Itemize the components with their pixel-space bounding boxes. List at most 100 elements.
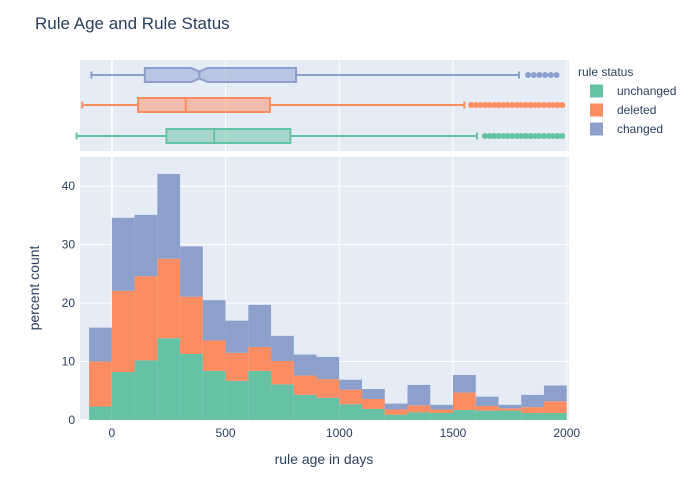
outlier-point [486,102,493,108]
outlier-point [527,133,534,139]
legend: rule status unchanged deleted changed [578,65,676,136]
outlier-point [500,133,507,139]
histogram-bar-deleted [180,296,203,354]
outlier-point [500,102,507,108]
x-axis-ticks: 0 500 1000 1500 2000 [108,426,580,440]
outlier-point [486,133,493,139]
outlier-point [531,102,538,108]
histogram-bar-changed [157,173,181,259]
x-tick-label: 0 [108,426,115,440]
outlier-point [513,133,520,139]
chart-title: Rule Age and Rule Status [35,14,230,33]
histogram-bar-deleted [475,405,499,411]
outlier-point [545,102,552,108]
histogram-bar-unchanged [453,410,476,420]
outlier-point [477,102,484,108]
histogram-bar-deleted [430,409,454,413]
outlier-point [531,133,538,139]
histogram-bar-changed [225,320,249,353]
histogram-bar-unchanged [157,338,181,420]
x-tick-label: 500 [216,426,236,440]
histogram-bar-unchanged [293,394,317,420]
legend-swatch-changed [590,122,603,136]
x-tick-label: 1000 [326,426,353,440]
outlier-point [490,102,497,108]
histogram-bar-deleted [225,352,249,381]
histogram-bar-unchanged [475,410,499,420]
histogram-bar-unchanged [362,408,385,420]
histogram-bar-changed [384,403,408,410]
legend-label-changed: changed [617,122,663,136]
box-body [136,97,271,113]
histogram-bar-deleted [453,392,476,411]
histogram-bar-changed [134,214,158,277]
histogram-bar-unchanged [202,370,226,420]
histogram-bar-changed [111,217,135,291]
histogram-bar-deleted [543,401,567,413]
y-tick-label: 30 [62,238,76,252]
outlier-point [504,133,511,139]
histogram-bar-deleted [89,361,112,407]
histogram-bar-unchanged [134,360,158,420]
y-tick-label: 0 [68,413,75,427]
legend-label-deleted: deleted [617,103,656,117]
outlier-point [504,102,511,108]
outlier-point [481,133,488,139]
histogram-bar-deleted [362,398,385,409]
outlier-point [545,133,552,139]
outlier-point [540,102,547,108]
boxplots [75,67,566,144]
histogram-bar-changed [316,356,340,380]
outlier-point [536,133,543,139]
histogram-bar-unchanged [225,380,249,420]
outlier-point [522,102,529,108]
legend-swatch-unchanged [590,84,603,98]
histogram-bar-unchanged [89,406,112,420]
boxplot-unchanged [75,128,566,144]
histogram-bar-deleted [498,408,522,411]
outlier-point [513,102,520,108]
outlier-point [554,133,561,139]
outlier-point [550,102,557,108]
histogram-bar-unchanged [430,412,454,420]
histogram-bar-changed [248,304,272,347]
outlier-point [536,102,543,108]
histogram-bar-deleted [202,340,226,371]
outlier-point [509,133,516,139]
histogram-bar-deleted [271,360,294,385]
histogram-bar-unchanged [111,372,135,420]
histogram-bar-changed [543,385,567,402]
box-body [165,128,292,144]
histogram-bar-unchanged [543,412,567,420]
boxplot-changed [90,67,560,83]
box-body [143,67,298,83]
histogram-bars [89,173,567,420]
histogram-bar-unchanged [498,410,522,420]
histogram-bar-deleted [384,409,408,415]
histogram-bar-deleted [521,407,544,413]
histogram-bar-deleted [111,290,135,373]
outlier-point [509,102,516,108]
histogram-bar-deleted [339,389,363,405]
histogram-bar-deleted [157,258,181,339]
outlier-point [553,72,560,78]
outlier-point [559,102,566,108]
histogram-bar-changed [202,300,226,341]
x-tick-label: 2000 [553,426,580,440]
outlier-point [522,133,529,139]
histogram-bar-unchanged [407,412,431,420]
histogram-bar-deleted [293,375,317,395]
legend-label-unchanged: unchanged [617,84,676,98]
outlier-point [495,102,502,108]
legend-items: unchanged deleted changed [590,84,676,136]
histogram-bar-changed [89,327,112,362]
histogram-bar-deleted [134,276,158,361]
histogram-bar-unchanged [521,412,544,420]
outlier-point [518,102,525,108]
histogram-bar-changed [271,335,294,361]
outlier-point [481,102,488,108]
boxplot-panel [75,60,569,151]
boxplot-deleted [81,97,566,113]
histogram-bar-unchanged [248,370,272,420]
